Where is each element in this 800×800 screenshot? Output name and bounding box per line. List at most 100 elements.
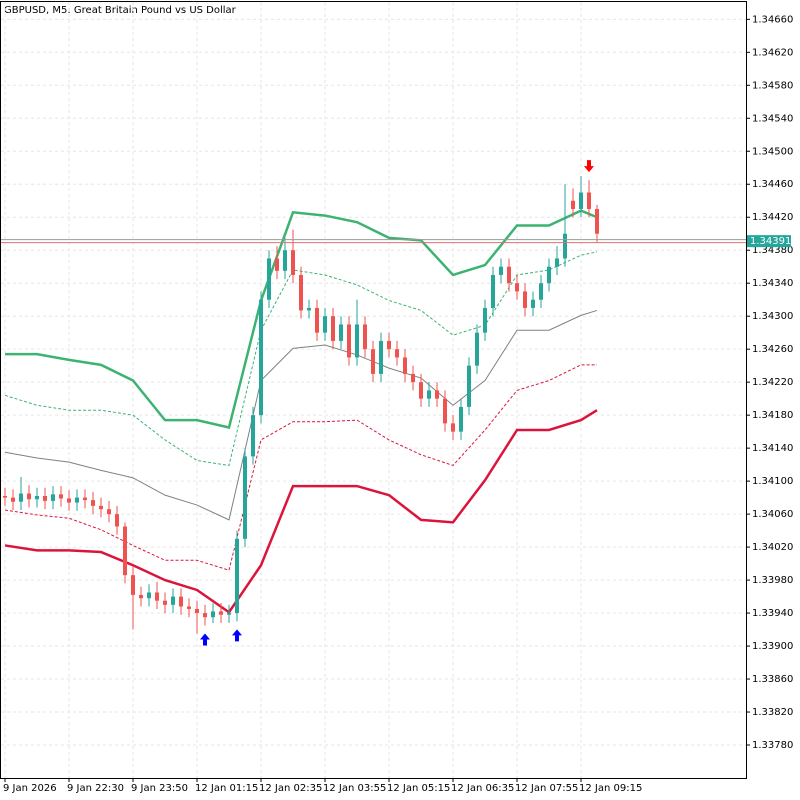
candle-body [11, 497, 15, 502]
candle-body [499, 266, 503, 275]
candle-body [187, 606, 191, 609]
y-tick-label: 1.33940 [752, 608, 793, 619]
candle-body [531, 299, 535, 308]
candle-body [547, 266, 551, 284]
candle-body [107, 509, 111, 515]
candle-body [347, 324, 351, 358]
y-tick-label: 1.34500 [752, 146, 793, 157]
candle-body [523, 291, 527, 308]
candle-body [403, 357, 407, 374]
x-tick-label: 12 Jan 02:35 [259, 783, 322, 794]
candle-body [35, 495, 39, 500]
y-tick-label: 1.33780 [752, 740, 793, 751]
candle-body [339, 324, 343, 341]
candle-body [139, 594, 143, 599]
candle-body [395, 349, 399, 358]
candle-body [3, 495, 7, 498]
buy-arrow [232, 629, 242, 642]
y-tick-label: 1.34180 [752, 410, 793, 421]
candle-body [363, 324, 367, 350]
candle-body [283, 250, 287, 271]
y-tick-label: 1.34460 [752, 179, 793, 190]
candle-body [475, 332, 479, 366]
y-tick-label: 1.33980 [752, 575, 793, 586]
candle-body [91, 500, 95, 506]
band-line [4, 409, 598, 614]
candle-body [555, 258, 559, 267]
candle-body [163, 600, 167, 605]
candle-body [315, 307, 319, 333]
candle-body [571, 200, 575, 209]
x-tick-label: 12 Jan 01:15 [195, 783, 258, 794]
candle-body [211, 611, 215, 618]
y-tick-label: 1.33900 [752, 641, 793, 652]
x-tick-label: 12 Jan 05:15 [387, 783, 450, 794]
price-label: 1.34391 [750, 236, 791, 247]
candle-body [507, 266, 511, 284]
y-tick-label: 1.34340 [752, 278, 793, 289]
candle-body [387, 340, 391, 350]
y-tick-label: 1.34260 [752, 344, 793, 355]
y-tick-label: 1.33820 [752, 707, 793, 718]
x-tick-label: 9 Jan 22:30 [67, 783, 124, 794]
candle-body [27, 493, 31, 500]
candle-body [299, 274, 303, 311]
candle-body [435, 390, 439, 399]
candle-body [411, 373, 415, 383]
y-tick-label: 1.34220 [752, 377, 793, 388]
plot-frame [0, 1, 747, 779]
y-tick-label: 1.34100 [752, 476, 793, 487]
y-tick-label: 1.34660 [752, 14, 793, 25]
candle-body [451, 423, 455, 432]
candle-body [235, 538, 239, 614]
candle-body [587, 192, 591, 209]
candle-body [331, 316, 335, 341]
candle-body [355, 324, 359, 358]
candle-body [155, 592, 159, 601]
y-tick-label: 1.34420 [752, 212, 793, 223]
candle-body [243, 456, 247, 539]
candle-body [75, 497, 79, 503]
y-tick-label: 1.34020 [752, 542, 793, 553]
candle-body [43, 495, 47, 501]
candle-body [467, 365, 471, 407]
candle-body [171, 596, 175, 605]
band-line [5, 209, 598, 430]
candle-body [123, 526, 127, 576]
buy-arrow [200, 633, 210, 646]
candle-body [179, 596, 183, 607]
candle-body [83, 497, 87, 501]
candle-body [251, 415, 255, 457]
band-line [4, 309, 598, 521]
candle-body [371, 349, 375, 374]
y-tick-label: 1.34060 [752, 509, 793, 520]
candle-body [443, 398, 447, 424]
candle-body [131, 575, 135, 595]
candle-body [19, 493, 23, 502]
candle-body [275, 258, 279, 271]
candle-body [99, 505, 103, 510]
price-label-box [747, 235, 791, 248]
x-tick-label: 12 Jan 09:15 [579, 783, 642, 794]
candle-body [67, 498, 71, 503]
candle-body [307, 307, 311, 311]
sell-arrow [584, 160, 594, 173]
y-tick-label: 1.34380 [752, 245, 793, 256]
chart-title: GBPUSD, M5: Great Britain Pound vs US Do… [4, 5, 237, 16]
candle-body [579, 192, 583, 209]
x-tick-label: 9 Jan 23:50 [131, 783, 188, 794]
candle-body [219, 611, 223, 615]
x-tick-label: 12 Jan 06:35 [451, 783, 514, 794]
x-tick-label: 12 Jan 03:55 [323, 783, 386, 794]
candle-body [595, 208, 599, 234]
candle-body [427, 390, 431, 399]
candle-body [195, 608, 199, 614]
candle-body [419, 382, 423, 399]
candle-body [291, 250, 295, 275]
band-line [4, 251, 598, 467]
candle-body [51, 494, 55, 501]
candle-body [515, 283, 519, 292]
y-tick-label: 1.34540 [752, 113, 793, 124]
